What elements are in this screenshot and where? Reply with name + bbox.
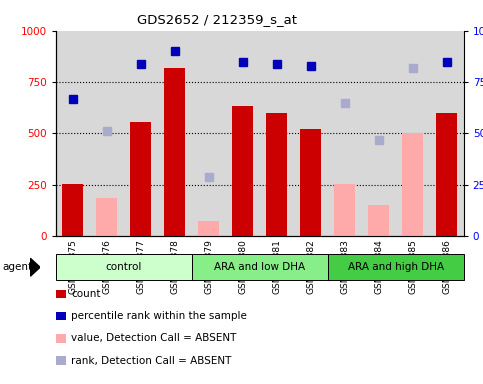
Bar: [300, 129, 321, 236]
Polygon shape: [30, 258, 40, 276]
Bar: [130, 122, 151, 236]
Text: percentile rank within the sample: percentile rank within the sample: [71, 311, 247, 321]
Bar: [402, 134, 423, 236]
Text: GDS2652 / 212359_s_at: GDS2652 / 212359_s_at: [137, 13, 298, 26]
Text: ARA and high DHA: ARA and high DHA: [348, 262, 444, 272]
Bar: [199, 221, 219, 236]
Bar: [97, 198, 117, 236]
Bar: [334, 184, 355, 236]
Text: agent: agent: [2, 262, 32, 272]
Bar: [62, 184, 83, 236]
Text: ARA and low DHA: ARA and low DHA: [214, 262, 305, 272]
Text: rank, Detection Call = ABSENT: rank, Detection Call = ABSENT: [71, 356, 232, 366]
Bar: [369, 205, 389, 236]
Bar: [164, 68, 185, 236]
Text: value, Detection Call = ABSENT: value, Detection Call = ABSENT: [71, 333, 237, 343]
Bar: [267, 113, 287, 236]
Bar: [437, 113, 457, 236]
Text: control: control: [105, 262, 142, 272]
Text: count: count: [71, 289, 101, 299]
Bar: [232, 106, 253, 236]
